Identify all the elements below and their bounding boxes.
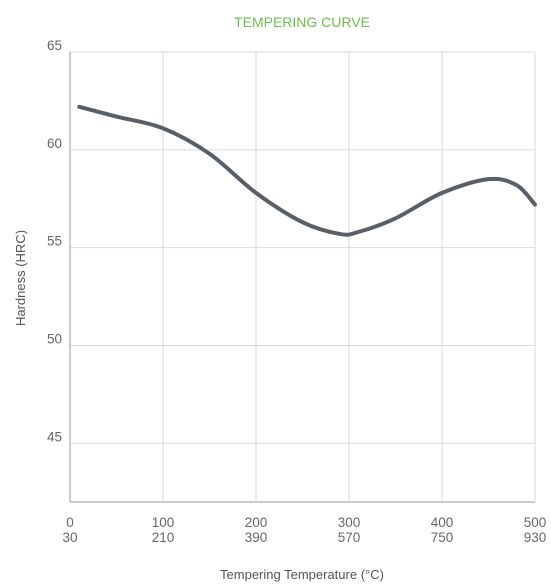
x-tick-label: 0 — [66, 515, 74, 530]
y-tick-label: 50 — [47, 331, 62, 346]
y-tick-label: 45 — [47, 429, 62, 444]
x-tick-label-secondary: 390 — [245, 530, 268, 545]
grid — [70, 51, 536, 502]
x-tick-label-secondary: 30 — [62, 530, 77, 545]
y-tick-label: 65 — [47, 38, 62, 53]
x-tick-label: 200 — [245, 515, 268, 530]
x-tick-label-secondary: 210 — [152, 530, 175, 545]
hardness-curve-line — [77, 104, 537, 237]
axes — [69, 52, 535, 503]
x-tick-label-secondary: 570 — [338, 530, 361, 545]
x-tick-label: 100 — [152, 515, 175, 530]
x-tick-label: 300 — [338, 515, 361, 530]
y-axis-label: Hardness (HRC) — [13, 230, 28, 326]
x-tick-label: 400 — [431, 515, 454, 530]
y-tick-label: 60 — [47, 136, 62, 151]
x-tick-label-secondary: 930 — [524, 530, 547, 545]
series-group — [77, 104, 537, 237]
y-tick-label: 55 — [47, 234, 62, 249]
x-axis-label: Tempering Temperature (°C) — [220, 567, 384, 582]
x-tick-label-secondary: 750 — [431, 530, 454, 545]
x-tick-label: 500 — [524, 515, 547, 530]
chart-title: TEMPERING CURVE — [234, 14, 370, 30]
